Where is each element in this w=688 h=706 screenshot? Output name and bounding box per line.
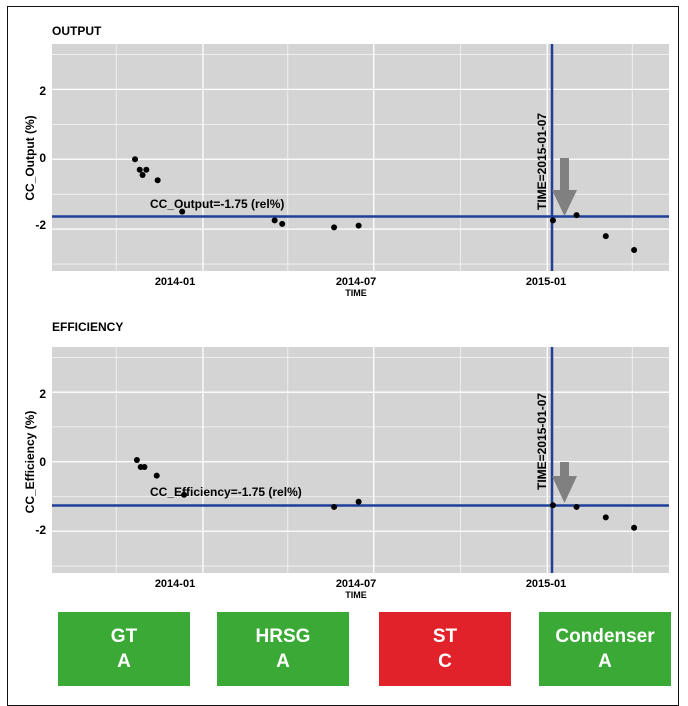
output-data-point (279, 220, 286, 227)
status-box-hrsg[interactable]: HRSG A (217, 612, 349, 686)
output-x-tick-label: 2014-07 (336, 276, 376, 288)
output-arrow-icon (552, 158, 577, 216)
efficiency-y-tick-label: 0 (39, 455, 46, 469)
output-vline-label: TIME=2015-01-07 (535, 113, 549, 210)
efficiency-data-point (355, 498, 362, 505)
status-box-grade: A (276, 651, 290, 672)
output-points (132, 156, 638, 254)
efficiency-data-point (573, 503, 580, 510)
efficiency-y-tick-label: 2 (39, 387, 46, 401)
output-grid (52, 44, 669, 271)
output-data-point (331, 224, 338, 231)
output-data-point (355, 222, 362, 229)
output-data-point (573, 212, 580, 219)
output-y-tick-labels: 2 0 -2 (35, 84, 46, 232)
charts-canvas: OUTPUT 2 0 -2 2014-01 2014-07 2015-01 TI… (23, 24, 669, 600)
status-box-st[interactable]: ST C (379, 612, 511, 686)
efficiency-y-tick-label: -2 (35, 523, 46, 537)
efficiency-data-point (181, 491, 188, 498)
output-plot-area (52, 44, 669, 271)
output-data-point (271, 217, 278, 224)
status-box-condenser[interactable]: Condenser A (539, 612, 671, 686)
output-data-point (179, 208, 186, 215)
output-chart-title: OUTPUT (52, 24, 102, 38)
status-box-name: HRSG (255, 626, 311, 647)
efficiency-data-point (631, 524, 638, 531)
efficiency-data-point (331, 503, 338, 510)
status-box-grade: A (598, 651, 612, 672)
efficiency-data-point (602, 514, 609, 521)
output-x-axis-label: TIME (345, 288, 367, 298)
status-box-name: Condenser (555, 626, 655, 647)
output-y-tick-label: -2 (35, 218, 46, 232)
efficiency-vline-label: TIME=2015-01-07 (535, 393, 549, 490)
output-y-axis-label: CC_Output (%) (23, 115, 37, 200)
efficiency-chart-title: EFFICIENCY (52, 320, 123, 334)
efficiency-x-tick-label: 2014-07 (336, 578, 376, 590)
efficiency-x-tick-label: 2014-01 (155, 578, 195, 590)
efficiency-data-point (549, 502, 556, 509)
status-box-name: ST (432, 626, 458, 647)
status-box-grade: C (438, 651, 452, 672)
output-data-point (139, 171, 146, 178)
efficiency-chart: EFFICIENCY 2 0 -2 2014-01 2014-07 2015-0… (23, 320, 669, 600)
efficiency-x-axis-label: TIME (345, 590, 367, 600)
efficiency-points (133, 457, 638, 531)
output-data-point (154, 177, 161, 184)
efficiency-arrow-icon (552, 462, 577, 503)
output-y-tick-label: 2 (39, 84, 46, 98)
efficiency-y-axis-label: CC_Efficiency (%) (23, 411, 37, 514)
efficiency-hline-label: CC_Efficiency=-1.75 (rel%) (150, 485, 302, 499)
status-box-grade: A (117, 651, 131, 672)
status-box-gt[interactable]: GT A (58, 612, 190, 686)
efficiency-grid (52, 347, 669, 573)
output-data-point (132, 156, 139, 163)
output-data-point (549, 217, 556, 224)
efficiency-data-point (141, 463, 148, 470)
output-x-tick-labels: 2014-01 2014-07 2015-01 (155, 276, 566, 288)
output-chart: OUTPUT 2 0 -2 2014-01 2014-07 2015-01 TI… (23, 24, 669, 298)
output-data-point (631, 247, 638, 254)
efficiency-data-point (153, 472, 160, 479)
efficiency-plot-area (52, 347, 669, 573)
output-hline-label: CC_Output=-1.75 (rel%) (150, 197, 284, 211)
output-data-point (136, 166, 143, 173)
output-x-tick-label: 2015-01 (526, 276, 566, 288)
efficiency-x-tick-label: 2015-01 (526, 578, 566, 590)
output-x-tick-label: 2014-01 (155, 276, 195, 288)
output-y-tick-label: 0 (39, 151, 46, 165)
status-box-name: GT (110, 626, 138, 647)
efficiency-y-tick-labels: 2 0 -2 (35, 387, 46, 537)
efficiency-x-tick-labels: 2014-01 2014-07 2015-01 (155, 578, 566, 590)
output-data-point (143, 166, 150, 173)
efficiency-data-point (133, 457, 140, 463)
output-data-point (602, 233, 609, 240)
